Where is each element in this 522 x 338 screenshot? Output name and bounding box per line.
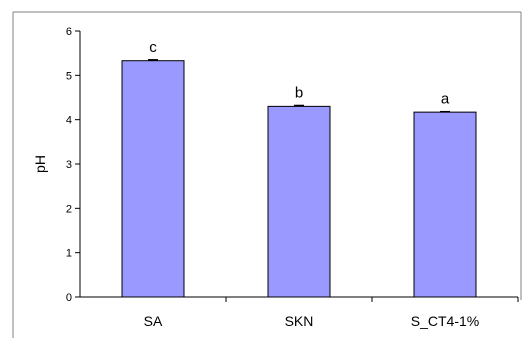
y-tick-label: 5 <box>66 70 72 82</box>
data-label: b <box>295 84 303 101</box>
y-tick-label: 6 <box>66 26 72 38</box>
category-label: S_CT4-1% <box>411 313 479 329</box>
data-label: c <box>149 39 157 56</box>
bar-skn <box>267 105 331 298</box>
y-tick-label: 1 <box>66 248 72 260</box>
y-tick-label: 3 <box>66 159 72 171</box>
y-tick-label: 4 <box>66 115 72 127</box>
category-label: SKN <box>285 313 314 329</box>
bar-sa <box>121 60 185 298</box>
category-label: SA <box>144 313 163 329</box>
bar-s-ct4-1- <box>413 111 477 298</box>
data-label: a <box>441 91 450 108</box>
y-tick-label: 2 <box>66 203 72 215</box>
y-tick-label: 0 <box>66 292 72 304</box>
y-axis-title: pH <box>32 155 48 173</box>
